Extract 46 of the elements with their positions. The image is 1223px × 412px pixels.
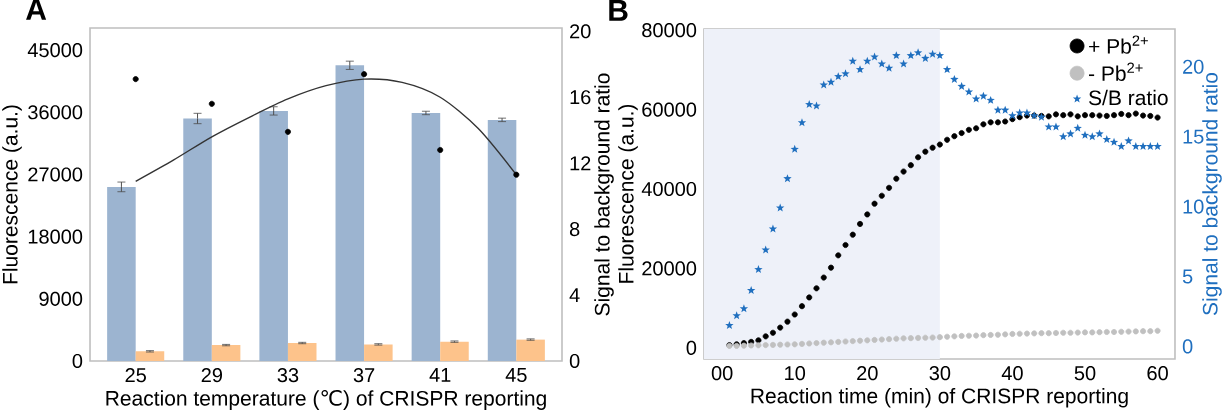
x-tick-label: 60 xyxy=(1147,366,1168,381)
y-tick-label: 27000 xyxy=(28,167,83,182)
y-tick-label: 0 xyxy=(686,340,697,355)
legend-label: S/B ratio xyxy=(1089,89,1168,106)
x-tick-label: 40 xyxy=(1001,366,1023,381)
y-axis-title: Fluorescence (a.u.) xyxy=(618,104,638,283)
y2-tick-label: 8 xyxy=(569,222,580,237)
y2-axis-title: Signal to background ratio xyxy=(594,73,614,316)
x-tick-label: 33 xyxy=(277,368,299,383)
y2-axis-title: Signal to background ratio xyxy=(1202,72,1222,316)
chart-title: B xyxy=(609,0,628,21)
x-tick-label: 41 xyxy=(429,368,451,382)
chart-title: A xyxy=(26,0,47,20)
legend-label: + Pb$^{2+}$ xyxy=(1089,35,1148,54)
x-tick-label: 20 xyxy=(857,366,878,381)
y2-tick-label: 5 xyxy=(1182,269,1193,284)
y-tick-label: 80000 xyxy=(642,23,697,38)
y-tick-label: 60000 xyxy=(642,102,697,117)
x-tick-label: 00 xyxy=(711,366,733,381)
x-tick-label: 45 xyxy=(505,368,527,382)
y2-tick-label: 20 xyxy=(1183,59,1204,74)
x-tick-label: 37 xyxy=(353,368,375,383)
y2-tick-label: 0 xyxy=(569,353,580,369)
x-axis-title: Reaction temperature (℃) of CRISPR reporting xyxy=(106,389,546,410)
x-tick-label: 30 xyxy=(929,366,951,381)
y-tick-label: 45000 xyxy=(27,43,83,58)
y-tick-label: 36000 xyxy=(28,105,83,120)
y2-tick-label: 15 xyxy=(1183,129,1204,144)
x-axis-title: Reaction time (min) of CRISPR reporting xyxy=(751,387,1128,408)
y-tick-label: 0 xyxy=(72,353,83,369)
y2-tick-label: 10 xyxy=(1183,199,1204,214)
x-tick-label: 29 xyxy=(201,368,223,383)
legend-label: - Pb$^{2+}$ xyxy=(1089,62,1143,82)
y-tick-label: 9000 xyxy=(39,291,83,306)
x-tick-label: 50 xyxy=(1074,366,1096,381)
y-axis-title: Fluorescence (a.u.) xyxy=(2,105,22,284)
y2-tick-label: 0 xyxy=(1182,339,1193,354)
x-tick-label: 10 xyxy=(785,366,806,381)
y-tick-label: 18000 xyxy=(28,229,83,244)
y2-tick-label: 4 xyxy=(569,288,580,302)
x-tick-label: 25 xyxy=(125,368,146,383)
y-tick-label: 20000 xyxy=(642,261,697,276)
y2-tick-label: 16 xyxy=(570,90,591,105)
y2-tick-label: 12 xyxy=(570,156,591,171)
y-tick-label: 40000 xyxy=(641,181,697,197)
y2-tick-label: 20 xyxy=(570,24,591,39)
